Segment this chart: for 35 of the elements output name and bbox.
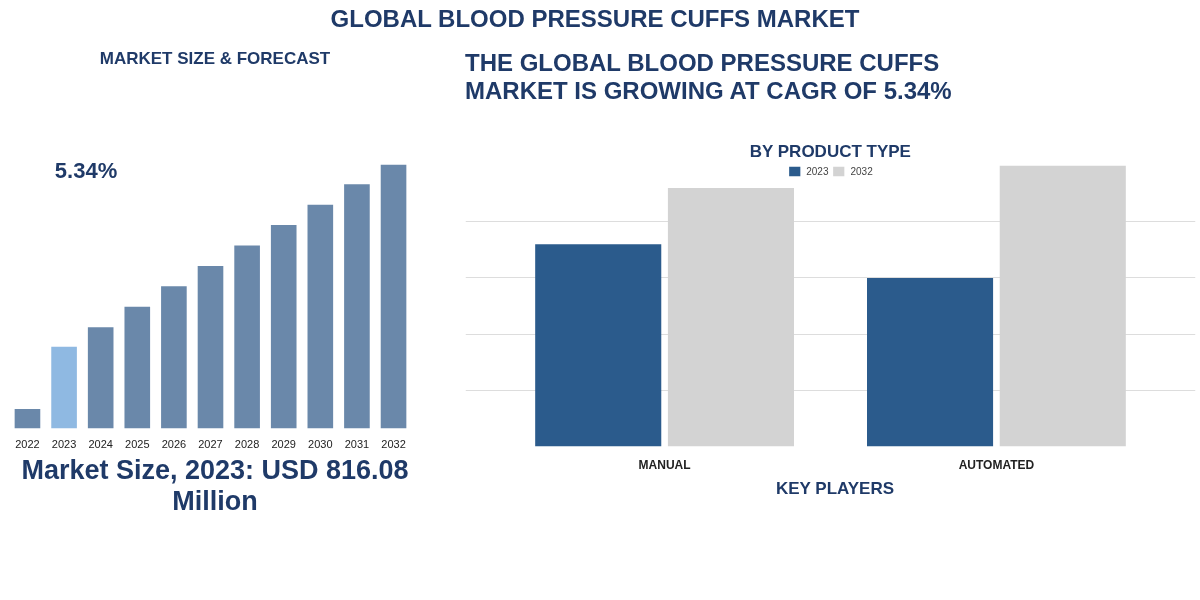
- bar: [87, 327, 114, 429]
- bar: [307, 204, 334, 429]
- bar: [124, 306, 151, 429]
- bar: [344, 184, 370, 429]
- x-tick-label: 2028: [234, 437, 260, 450]
- legend-label: 2032: [850, 165, 873, 177]
- bar: [197, 265, 224, 429]
- bar: [270, 225, 297, 429]
- text: Market Size, 2023: USD 816.08 Million: [20, 455, 410, 518]
- bar: [535, 244, 662, 447]
- text: GLOBAL BLOOD PRESSURE CUFFS MARKET: [330, 5, 860, 33]
- legend-label: 2023: [806, 165, 829, 177]
- text: THE GLOBAL BLOOD PRESSURE CUFFS MARKET IS GROWING AT CAGR OF 5.34%: [465, 49, 953, 105]
- annotation: 5.34%: [54, 158, 118, 184]
- x-tick-label: 2029: [271, 437, 296, 450]
- x-tick-label: 2027: [198, 437, 223, 450]
- bar: [380, 164, 407, 429]
- x-tick-label: 2031: [344, 437, 370, 450]
- chart-title: BY PRODUCT TYPE: [749, 141, 911, 161]
- text: KEY PLAYERS: [775, 479, 895, 499]
- x-tick-label: MANUAL: [638, 457, 691, 472]
- bar: [14, 408, 41, 429]
- bar: [234, 245, 260, 429]
- x-tick-label: 2026: [161, 437, 187, 450]
- bar: [867, 277, 994, 447]
- x-tick-label: 2023: [51, 437, 77, 450]
- bar: [161, 286, 187, 429]
- x-tick-label: 2024: [88, 437, 113, 450]
- x-tick-label: 2022: [15, 437, 40, 450]
- x-tick-label: AUTOMATED: [958, 457, 1035, 472]
- x-tick-label: 2030: [308, 437, 333, 450]
- chart-title: MARKET SIZE & FORECAST: [99, 49, 331, 69]
- x-tick-label: 2032: [381, 437, 406, 450]
- bar: [51, 346, 77, 429]
- x-tick-label: 2025: [125, 437, 150, 450]
